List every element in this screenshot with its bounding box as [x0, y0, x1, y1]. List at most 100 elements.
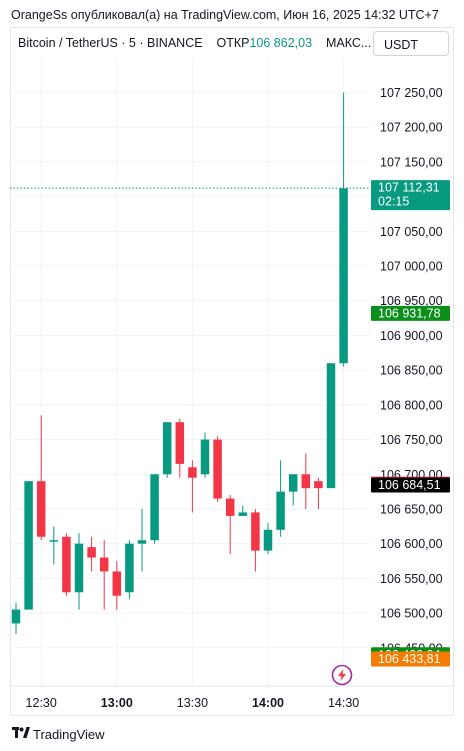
price-tick-label: 106 900,00 — [380, 329, 443, 343]
candle — [326, 363, 336, 489]
price-tag-bg — [371, 477, 450, 493]
candle — [314, 477, 323, 509]
price-tag-label: 106 684,51 — [378, 478, 441, 492]
price-tick-label: 106 550,00 — [380, 572, 443, 586]
candle-body — [175, 422, 185, 464]
candle — [288, 474, 298, 506]
price-tick-label: 107 200,00 — [380, 121, 443, 135]
candle — [49, 526, 59, 565]
price-tag: 106 684,51 — [371, 477, 450, 493]
lightning-icon[interactable] — [331, 664, 353, 686]
price-tag-bg — [371, 305, 450, 321]
publication-bar: OrangeSs опубликовал(а) на TradingView.c… — [0, 0, 464, 30]
candle-body — [301, 474, 311, 489]
candle — [213, 436, 222, 503]
candle — [225, 495, 235, 555]
grid — [10, 58, 453, 687]
candle-body — [200, 439, 210, 475]
candle — [62, 533, 71, 596]
candle-body — [49, 540, 59, 542]
candle-body — [326, 363, 336, 489]
candle-body — [188, 467, 197, 478]
price-tick-label: 106 750,00 — [380, 433, 443, 447]
price-tick-label: 107 050,00 — [380, 225, 443, 239]
candle-body — [36, 481, 46, 537]
candle-body — [288, 474, 298, 492]
candle-body — [62, 536, 71, 593]
time-tick-label: 14:00 — [252, 696, 284, 710]
candle-body — [99, 557, 109, 572]
currency-button[interactable]: USDT — [373, 31, 449, 56]
price-tick-label: 106 950,00 — [380, 294, 443, 308]
price-tick-label: 106 600,00 — [380, 537, 443, 551]
candle — [263, 522, 273, 555]
candle — [36, 415, 46, 541]
candle — [11, 602, 21, 634]
candles — [11, 92, 348, 634]
candle — [74, 533, 84, 610]
price-tick-label: 106 800,00 — [380, 398, 443, 412]
candle-body — [24, 481, 33, 610]
symbol-title[interactable]: Bitcoin / TetherUS · 5 · BINANCE — [18, 36, 203, 50]
candle-body — [213, 439, 222, 499]
candle-body — [263, 529, 273, 551]
price-tag-label: 106 433,81 — [378, 652, 441, 666]
candle-body — [87, 547, 96, 558]
candle — [150, 474, 159, 544]
currency-label: USDT — [384, 38, 419, 52]
chart-frame — [10, 27, 454, 716]
time-tick-label: 13:30 — [177, 696, 208, 710]
open-value: 106 862,03 — [249, 36, 313, 50]
max-label: МАКС... — [325, 36, 372, 50]
candle-body — [125, 543, 134, 593]
candle — [238, 505, 248, 516]
candle-body — [314, 481, 323, 489]
price-tick-label: 107 150,00 — [380, 155, 443, 169]
candle — [251, 508, 260, 572]
countdown-label: 02:15 — [378, 195, 409, 209]
candle — [125, 540, 134, 600]
candle-body — [276, 491, 285, 530]
candle-body — [251, 512, 260, 551]
time-tick-label: 13:00 — [101, 696, 133, 710]
time-tick-label: 12:30 — [26, 696, 57, 710]
brand-name: TradingView — [33, 727, 105, 742]
candle — [339, 92, 348, 367]
open-label: ОТКР — [216, 36, 250, 50]
candle-body — [339, 188, 348, 364]
candle — [188, 460, 197, 513]
price-tick-label: 106 650,00 — [380, 502, 443, 516]
candle — [162, 422, 172, 478]
candle — [87, 536, 96, 572]
price-tick-label: 107 250,00 — [380, 86, 443, 100]
price-tag: 106 433,81 — [371, 651, 450, 667]
candle — [175, 418, 185, 478]
price-tag-bg — [371, 180, 450, 211]
candle-body — [137, 540, 147, 544]
tradingview-logo-icon — [12, 727, 30, 738]
candle — [112, 561, 122, 610]
symbol-legend[interactable]: Bitcoin / TetherUS · 5 · BINANCE ОТКР106… — [18, 36, 371, 52]
candle — [200, 432, 210, 478]
candle-body — [74, 543, 84, 593]
time-tick-label: 14:30 — [328, 696, 359, 710]
price-tag: 106 931,78 — [371, 305, 450, 321]
price-tick-label: 106 500,00 — [380, 607, 443, 621]
price-tick-label: 106 850,00 — [380, 364, 443, 378]
candle — [137, 508, 147, 572]
candle-body — [238, 512, 248, 516]
price-tag-label: 107 112,31 — [378, 181, 440, 195]
price-tag-bg — [371, 651, 450, 667]
candle-body — [225, 498, 235, 516]
candle-body — [11, 609, 21, 624]
candle-body — [150, 474, 159, 541]
candle — [276, 460, 285, 537]
candle-body — [112, 571, 122, 596]
time-axis[interactable]: 12:30 13:00 13:30 14:00 14:30 — [26, 696, 360, 710]
publication-text: OrangeSs опубликовал(а) на TradingView.c… — [11, 8, 439, 22]
candle — [24, 481, 33, 610]
